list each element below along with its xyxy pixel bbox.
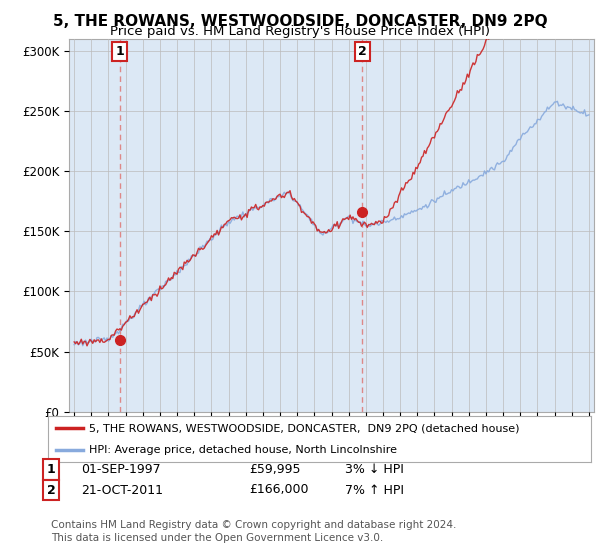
Text: 2: 2 [47,483,55,497]
Text: Contains HM Land Registry data © Crown copyright and database right 2024.: Contains HM Land Registry data © Crown c… [51,520,457,530]
Text: 1: 1 [116,45,124,58]
Text: 2: 2 [358,45,367,58]
Text: £59,995: £59,995 [249,463,301,476]
Text: HPI: Average price, detached house, North Lincolnshire: HPI: Average price, detached house, Nort… [89,445,397,455]
Text: 01-SEP-1997: 01-SEP-1997 [81,463,161,476]
Text: 21-OCT-2011: 21-OCT-2011 [81,483,163,497]
Text: 5, THE ROWANS, WESTWOODSIDE, DONCASTER,  DN9 2PQ (detached house): 5, THE ROWANS, WESTWOODSIDE, DONCASTER, … [89,423,519,433]
Text: Price paid vs. HM Land Registry's House Price Index (HPI): Price paid vs. HM Land Registry's House … [110,25,490,38]
Text: 5, THE ROWANS, WESTWOODSIDE, DONCASTER, DN9 2PQ: 5, THE ROWANS, WESTWOODSIDE, DONCASTER, … [53,14,547,29]
Text: 1: 1 [47,463,55,476]
Text: £166,000: £166,000 [249,483,308,497]
Text: 3% ↓ HPI: 3% ↓ HPI [345,463,404,476]
Text: 7% ↑ HPI: 7% ↑ HPI [345,483,404,497]
Text: This data is licensed under the Open Government Licence v3.0.: This data is licensed under the Open Gov… [51,533,383,543]
